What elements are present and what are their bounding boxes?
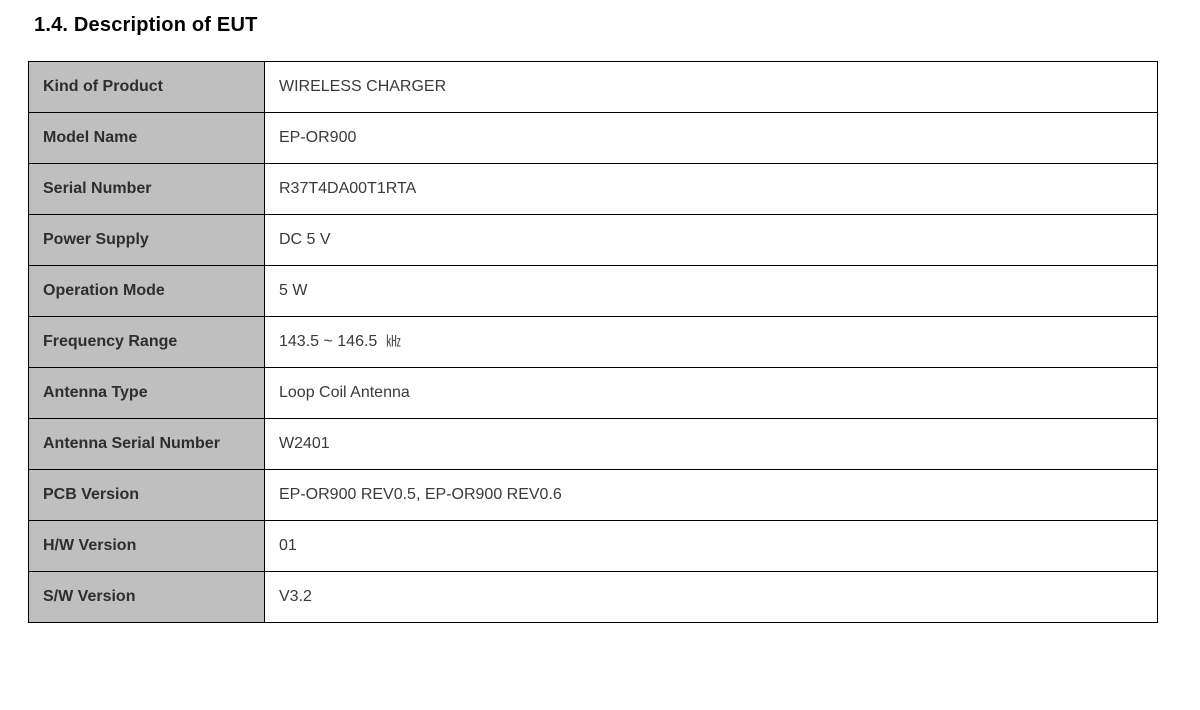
table-row: Serial Number R37T4DA00T1RTA: [29, 164, 1158, 215]
table-row: PCB Version EP-OR900 REV0.5, EP-OR900 RE…: [29, 470, 1158, 521]
table-row: Power Supply DC 5 V: [29, 215, 1158, 266]
table-row: Frequency Range 143.5 ~ 146.5 ㎑: [29, 317, 1158, 368]
table-row: Antenna Type Loop Coil Antenna: [29, 368, 1158, 419]
table-row: Operation Mode 5 W: [29, 266, 1158, 317]
eut-description-table: Kind of Product WIRELESS CHARGER Model N…: [28, 61, 1158, 623]
row-label: Frequency Range: [29, 317, 265, 368]
eut-description-table-body: Kind of Product WIRELESS CHARGER Model N…: [29, 62, 1158, 623]
row-value: V3.2: [265, 572, 1158, 623]
row-value: R37T4DA00T1RTA: [265, 164, 1158, 215]
row-value: Loop Coil Antenna: [265, 368, 1158, 419]
row-value: 143.5 ~ 146.5 ㎑: [265, 317, 1158, 368]
row-value: WIRELESS CHARGER: [265, 62, 1158, 113]
row-label: Antenna Type: [29, 368, 265, 419]
table-row: S/W Version V3.2: [29, 572, 1158, 623]
table-row: H/W Version 01: [29, 521, 1158, 572]
unit-khz: ㎑: [386, 334, 401, 350]
row-value: EP-OR900: [265, 113, 1158, 164]
row-label: S/W Version: [29, 572, 265, 623]
row-label: Kind of Product: [29, 62, 265, 113]
row-value: DC 5 V: [265, 215, 1158, 266]
row-value: 01: [265, 521, 1158, 572]
row-label: PCB Version: [29, 470, 265, 521]
section-heading: 1.4. Description of EUT: [34, 14, 1172, 37]
row-label: Power Supply: [29, 215, 265, 266]
table-row: Antenna Serial Number W2401: [29, 419, 1158, 470]
row-value-text: 143.5 ~ 146.5: [279, 333, 377, 350]
row-value: W2401: [265, 419, 1158, 470]
row-label: Antenna Serial Number: [29, 419, 265, 470]
row-label: H/W Version: [29, 521, 265, 572]
row-value: EP-OR900 REV0.5, EP-OR900 REV0.6: [265, 470, 1158, 521]
row-label: Serial Number: [29, 164, 265, 215]
table-row: Kind of Product WIRELESS CHARGER: [29, 62, 1158, 113]
table-row: Model Name EP-OR900: [29, 113, 1158, 164]
page-container: 1.4. Description of EUT Kind of Product …: [0, 14, 1200, 643]
row-label: Operation Mode: [29, 266, 265, 317]
row-label: Model Name: [29, 113, 265, 164]
row-value: 5 W: [265, 266, 1158, 317]
